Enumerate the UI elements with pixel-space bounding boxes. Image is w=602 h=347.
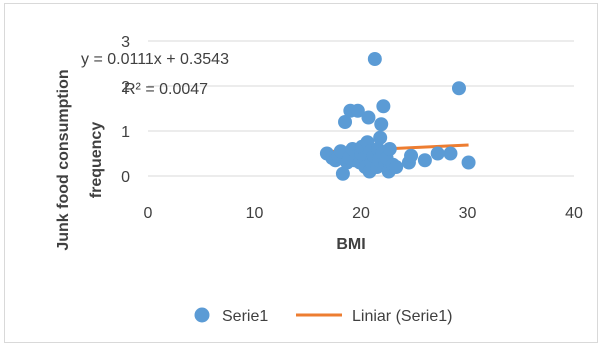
- data-point-6: [338, 115, 353, 129]
- legend: Serie1 Liniar (Serie1): [194, 307, 452, 325]
- r-squared-label: R² = 0.0047: [124, 81, 208, 98]
- trendline-equation: y = 0.0111x + 0.3543: [81, 51, 229, 68]
- data-point-40: [404, 148, 419, 163]
- x-tick-label-40: 40: [565, 205, 583, 222]
- x-tick-label-0: 0: [144, 205, 153, 222]
- y-tick-labels: 0 1 2 3: [121, 34, 130, 186]
- y-axis-title-line2: frequency: [88, 122, 105, 199]
- x-tick-labels: 0 10 20 30 40: [144, 205, 583, 222]
- data-point-30: [374, 117, 389, 132]
- y-tick-label-3: 3: [121, 34, 130, 51]
- y-tick-label-0: 0: [121, 169, 130, 186]
- data-point-32: [376, 99, 391, 114]
- data-points: [319, 52, 476, 181]
- gridlines: [148, 40, 574, 177]
- data-point-36: [382, 142, 397, 156]
- chart-frame: [4, 3, 598, 343]
- data-point-42: [430, 146, 445, 161]
- legend-marker-serie1: [194, 307, 210, 323]
- data-point-5: [335, 166, 350, 181]
- y-axis-title-line1: Junk food consumption: [55, 69, 72, 250]
- data-point-45: [461, 155, 476, 170]
- y-tick-label-2: 2: [121, 79, 130, 96]
- data-point-43: [443, 146, 458, 161]
- x-axis-title: BMI: [336, 236, 365, 253]
- x-tick-label-10: 10: [246, 205, 264, 222]
- data-point-13: [350, 103, 365, 118]
- y-tick-label-1: 1: [121, 124, 130, 141]
- data-point-29: [373, 130, 388, 145]
- x-tick-label-20: 20: [352, 205, 370, 222]
- legend-label-trendline: Liniar (Serie1): [352, 308, 452, 325]
- x-tick-label-30: 30: [459, 205, 477, 222]
- legend-label-serie1: Serie1: [222, 308, 268, 325]
- data-point-25: [367, 52, 382, 66]
- data-point-41: [417, 153, 432, 168]
- data-point-44: [451, 81, 466, 96]
- data-point-38: [389, 160, 404, 174]
- data-point-20: [361, 110, 376, 125]
